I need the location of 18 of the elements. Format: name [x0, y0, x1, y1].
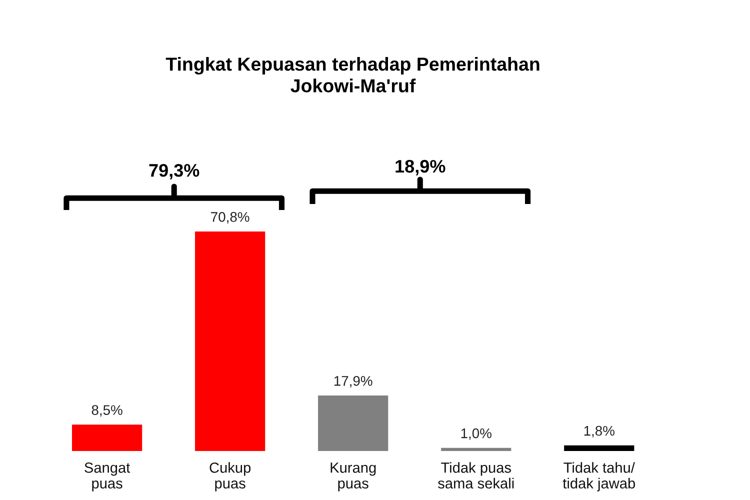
x-tick-label: Tidak tahu/ tidak jawab: [562, 462, 635, 492]
x-tick-label: Cukup puas: [210, 462, 251, 492]
bar: [318, 396, 388, 451]
data-label: 70,8%: [211, 212, 250, 224]
data-label: 8,5%: [92, 405, 122, 417]
text: 18,9%: [396, 160, 446, 176]
data-label: 1,0%: [461, 428, 492, 440]
x-tick-label: Kurang puas: [330, 462, 376, 492]
bar: [195, 232, 266, 451]
bar: [441, 448, 512, 451]
chart-title: Tingkat Kepuasan terhadap Pemerintahan Jokowi-Ma'ruf: [166, 57, 540, 92]
data-label: 1,8%: [584, 426, 614, 438]
x-tick-label: Sangat puas: [84, 462, 130, 492]
x-tick-label: Tidak puas sama sekali: [438, 462, 514, 489]
bar: [564, 445, 634, 451]
bar: [72, 424, 142, 451]
data-label: 17,9%: [334, 376, 372, 388]
text: 79,3%: [149, 164, 200, 180]
